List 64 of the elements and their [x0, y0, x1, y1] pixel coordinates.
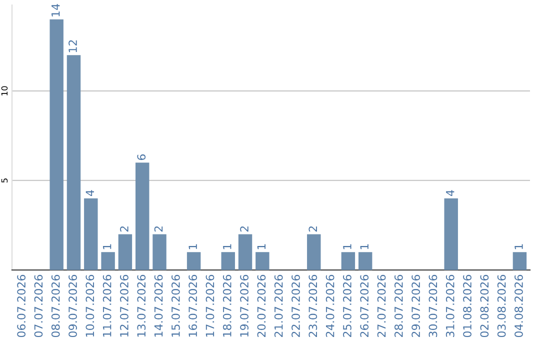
bar	[66, 55, 81, 270]
x-tick-label: 06.07.2026	[17, 274, 26, 338]
bar	[84, 198, 98, 270]
x-tick-label: 19.07.2026	[240, 274, 248, 337]
bar	[101, 252, 115, 270]
x-tick-label: 02.08.2026	[480, 274, 489, 338]
x-tick-label: 07.07.2026	[34, 274, 43, 338]
x-tick-label: 21.07.2026	[274, 274, 283, 337]
x-tick-label: 26.07.2026	[360, 274, 369, 337]
bar	[307, 234, 321, 270]
data-label: 1	[514, 244, 523, 250]
x-tick-label: 14.07.2026	[154, 274, 163, 337]
x-tick-label: 11.07.2026	[102, 274, 112, 337]
x-tick-label: 04.08.2026	[514, 274, 523, 338]
data-label: 1	[360, 244, 368, 250]
bar	[221, 252, 235, 270]
x-tick-label: 15.07.2026	[171, 274, 180, 337]
x-tick-label: 09.07.2026	[68, 274, 77, 338]
data-label: 1	[257, 244, 266, 250]
data-label: 2	[240, 226, 248, 232]
x-tick-label: 29.07.2026	[412, 274, 420, 337]
bar	[135, 162, 150, 270]
bar	[50, 19, 64, 270]
x-tick-label: 08.07.2026	[51, 274, 60, 338]
y-tick-label: 5	[1, 178, 8, 182]
x-tick-label: 25.07.2026	[343, 274, 352, 337]
data-label: 2	[120, 226, 128, 232]
data-label: 6	[137, 154, 146, 160]
data-label: 4	[86, 190, 94, 196]
x-tick-label: 30.07.2026	[428, 274, 438, 337]
x-tick-label: 13.07.2026	[137, 274, 146, 337]
data-label: 1	[188, 244, 197, 250]
data-label: 14	[52, 4, 60, 16]
x-tick-label: 27.07.2026	[377, 274, 386, 337]
bar	[341, 252, 356, 270]
x-tick-label: 23.07.2026	[308, 274, 318, 337]
x-tick-label: 12.07.2026	[120, 274, 128, 337]
bar	[186, 252, 201, 270]
bar	[256, 252, 270, 270]
bar	[118, 234, 132, 270]
x-tick-label: 20.07.2026	[257, 274, 266, 337]
data-label: 2	[308, 226, 317, 232]
x-tick-label: 17.07.2026	[206, 274, 214, 337]
bar	[358, 252, 372, 270]
y-tick-label: 10	[1, 86, 8, 96]
x-tick-label: 24.07.2026	[326, 274, 334, 337]
data-label: 1	[103, 244, 112, 250]
data-label: 12	[68, 40, 77, 52]
bar	[512, 252, 527, 270]
x-tick-label: 18.07.2026	[222, 274, 232, 337]
bar	[238, 234, 252, 270]
bar	[444, 198, 458, 270]
x-tick-label: 16.07.2026	[188, 274, 198, 337]
x-tick-label: 10.07.2026	[86, 274, 94, 337]
bar	[152, 234, 166, 270]
data-label: 1	[223, 244, 232, 250]
data-label: 1	[343, 244, 352, 250]
x-tick-label: 03.08.2026	[497, 274, 506, 338]
data-label: 2	[154, 226, 163, 232]
x-tick-label: 01.08.2026	[463, 274, 472, 338]
x-tick-label: 22.07.2026	[292, 274, 300, 337]
x-tick-label: 28.07.2026	[394, 274, 403, 337]
x-tick-label: 31.07.2026	[446, 274, 454, 337]
data-label: 4	[446, 190, 454, 196]
